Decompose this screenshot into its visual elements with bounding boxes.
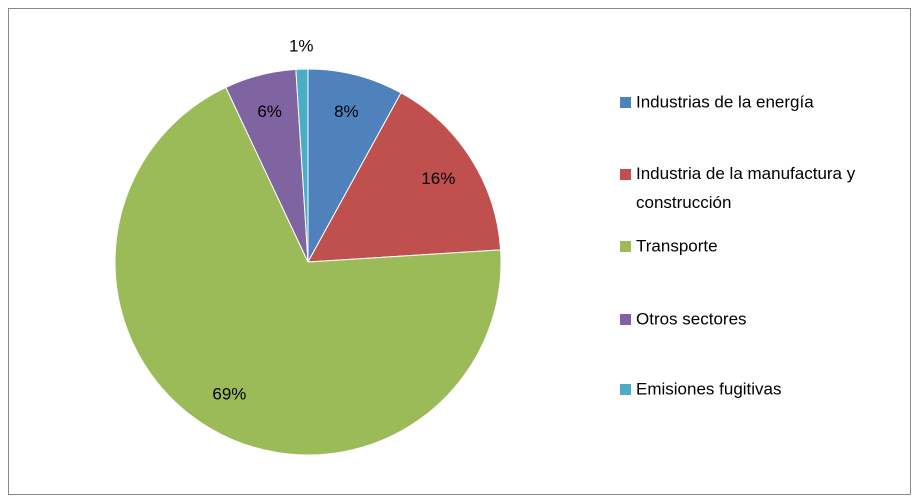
- pie-slice: [307, 92, 502, 263]
- legend-label: Transporte: [636, 236, 718, 255]
- legend-swatch: [620, 169, 631, 180]
- data-label: 8%: [334, 102, 359, 121]
- pie-slice: [114, 86, 502, 456]
- legend-swatch: [620, 241, 631, 252]
- data-label: 6%: [257, 102, 282, 121]
- legend-label: Otros sectores: [636, 309, 747, 328]
- legend-swatch: [620, 97, 631, 108]
- data-label: 16%: [421, 169, 455, 188]
- legend-label: Industrias de la energía: [636, 92, 814, 111]
- pie-slice: [307, 68, 402, 263]
- legend-label-line: construcción: [636, 193, 731, 212]
- legend-label: Emisiones fugitivas: [636, 379, 782, 398]
- data-label: 69%: [212, 384, 246, 403]
- legend-swatch: [620, 314, 631, 325]
- data-label: 1%: [289, 37, 314, 56]
- legend-swatch: [620, 384, 631, 395]
- pie-slice: [295, 68, 309, 263]
- legend-label-line: Industria de la manufactura y: [636, 164, 856, 183]
- legend-label: Industria de la manufactura y construcció…: [636, 164, 856, 212]
